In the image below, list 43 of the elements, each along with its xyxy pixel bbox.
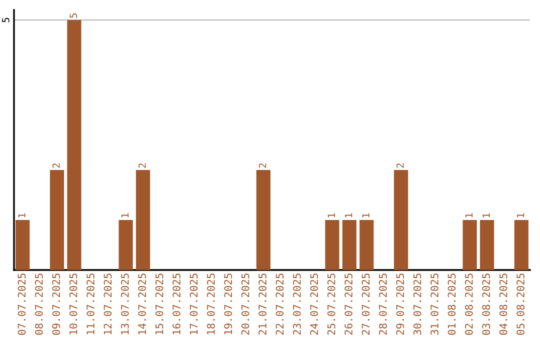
x-tick-label: 03.08.2025	[482, 274, 490, 335]
x-tick-label: 07.07.2025	[18, 274, 26, 335]
data-label: 1	[328, 213, 335, 218]
x-tick-label: 31.07.2025	[430, 274, 438, 335]
x-tick-label: 26.07.2025	[344, 274, 352, 335]
data-label: 1	[121, 213, 129, 218]
x-tick-label: 28.07.2025	[378, 274, 387, 335]
data-label: 1	[362, 213, 370, 218]
data-label: 1	[517, 213, 524, 218]
x-tick-label: 22.07.2025	[276, 274, 284, 335]
x-tick-label: 01.08.2025	[448, 274, 456, 335]
x-tick-label: 19.07.2025	[224, 274, 232, 334]
x-tick-label: 10.07.2025	[69, 274, 78, 334]
x-tick-label: 16.07.2025	[172, 274, 180, 334]
x-tick-label: 15.07.2025	[155, 274, 164, 334]
x-tick-label: 25.07.2025	[327, 274, 336, 335]
x-tick-label: 27.07.2025	[362, 274, 370, 335]
x-tick-label: 14.07.2025	[138, 274, 146, 334]
x-tick-label: 18.07.2025	[206, 274, 215, 334]
x-tick-label: 20.07.2025	[241, 274, 250, 335]
data-label: 2	[138, 163, 146, 168]
x-tick-label: 23.07.2025	[292, 274, 301, 335]
x-tick-label: 24.07.2025	[310, 274, 318, 335]
x-tick-label: 05.08.2025	[516, 274, 524, 335]
x-tick-label: 30.07.2025	[413, 274, 422, 335]
x-tick-label: 17.07.2025	[190, 274, 198, 334]
data-label: 1	[482, 213, 490, 218]
x-tick-label: 12.07.2025	[104, 274, 112, 334]
x-tick-label: 13.07.2025	[120, 274, 129, 334]
data-label: 2	[52, 163, 60, 168]
x-tick-label: 02.08.2025	[464, 274, 473, 335]
x-tick-label: 08.07.2025	[34, 274, 43, 335]
data-label: 1	[465, 213, 473, 218]
data-label: 2	[396, 163, 404, 168]
data-label: 1	[345, 213, 352, 218]
x-tick-label: 11.07.2025	[86, 274, 94, 334]
x-tick-label: 04.08.2025	[499, 274, 508, 335]
data-label: 5	[70, 13, 78, 18]
data-label: 2	[258, 163, 266, 168]
x-tick-label: 29.07.2025	[396, 274, 404, 335]
data-label: 1	[18, 213, 26, 218]
x-tick-label: 21.07.2025	[258, 274, 266, 335]
x-tick-label: 09.07.2025	[52, 274, 60, 335]
